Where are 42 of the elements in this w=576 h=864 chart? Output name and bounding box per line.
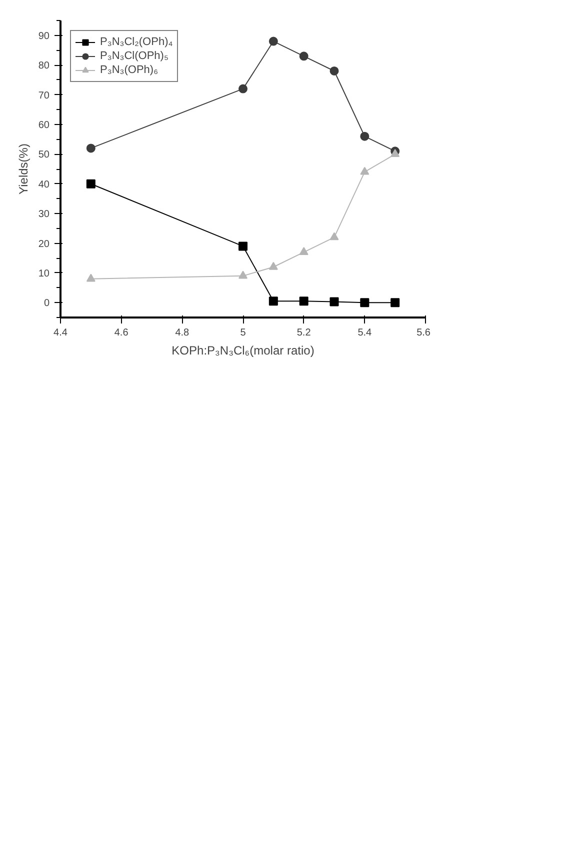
point <box>299 296 308 306</box>
point <box>360 166 370 175</box>
point <box>330 297 339 306</box>
x-tick-label: 5 <box>240 328 246 338</box>
point <box>86 274 96 282</box>
point <box>86 144 96 153</box>
y-axis-title: Yields(%) <box>16 144 30 194</box>
y-tick-label: 0 <box>44 298 50 310</box>
y-tick-label: 40 <box>38 179 50 190</box>
y-tick-label: 30 <box>38 209 50 220</box>
point <box>360 132 370 141</box>
y-tick-label: 80 <box>38 60 50 72</box>
point <box>299 247 308 255</box>
y-tick-label: 10 <box>38 268 50 280</box>
point <box>390 149 400 157</box>
x-tick-label: 4.4 <box>54 328 68 338</box>
legend-label: P₃N₃Cl(OPh)₅ <box>100 49 168 63</box>
x-tick-label: 4.6 <box>114 328 129 338</box>
point <box>238 270 248 279</box>
point <box>86 179 96 188</box>
x-tick-label: 5.6 <box>416 328 431 338</box>
x-tick-label: 5.2 <box>296 328 312 338</box>
y-tick-label: 50 <box>38 150 50 161</box>
point <box>268 36 278 46</box>
point <box>360 298 370 308</box>
y-tick-label: 20 <box>38 238 50 250</box>
point <box>238 242 248 251</box>
x-tick-label: 4.8 <box>175 328 190 338</box>
point <box>268 262 278 270</box>
y-tick-label: 90 <box>38 30 50 42</box>
legend-label: P₃N₃(OPh)₆ <box>100 63 158 77</box>
x-tick-label: 5.4 <box>358 328 372 338</box>
point <box>390 298 400 308</box>
point <box>299 52 308 61</box>
y-tick-label: 70 <box>38 90 50 102</box>
point <box>330 232 339 240</box>
point <box>238 84 248 94</box>
point <box>268 296 278 306</box>
point <box>330 66 339 76</box>
x-axis-title: KOPh:P₃N₃Cl₆(molar ratio) <box>172 344 314 358</box>
y-tick-label: 60 <box>38 120 50 131</box>
legend-label: P₃N₃Cl₂(OPh)₄ <box>100 35 173 49</box>
